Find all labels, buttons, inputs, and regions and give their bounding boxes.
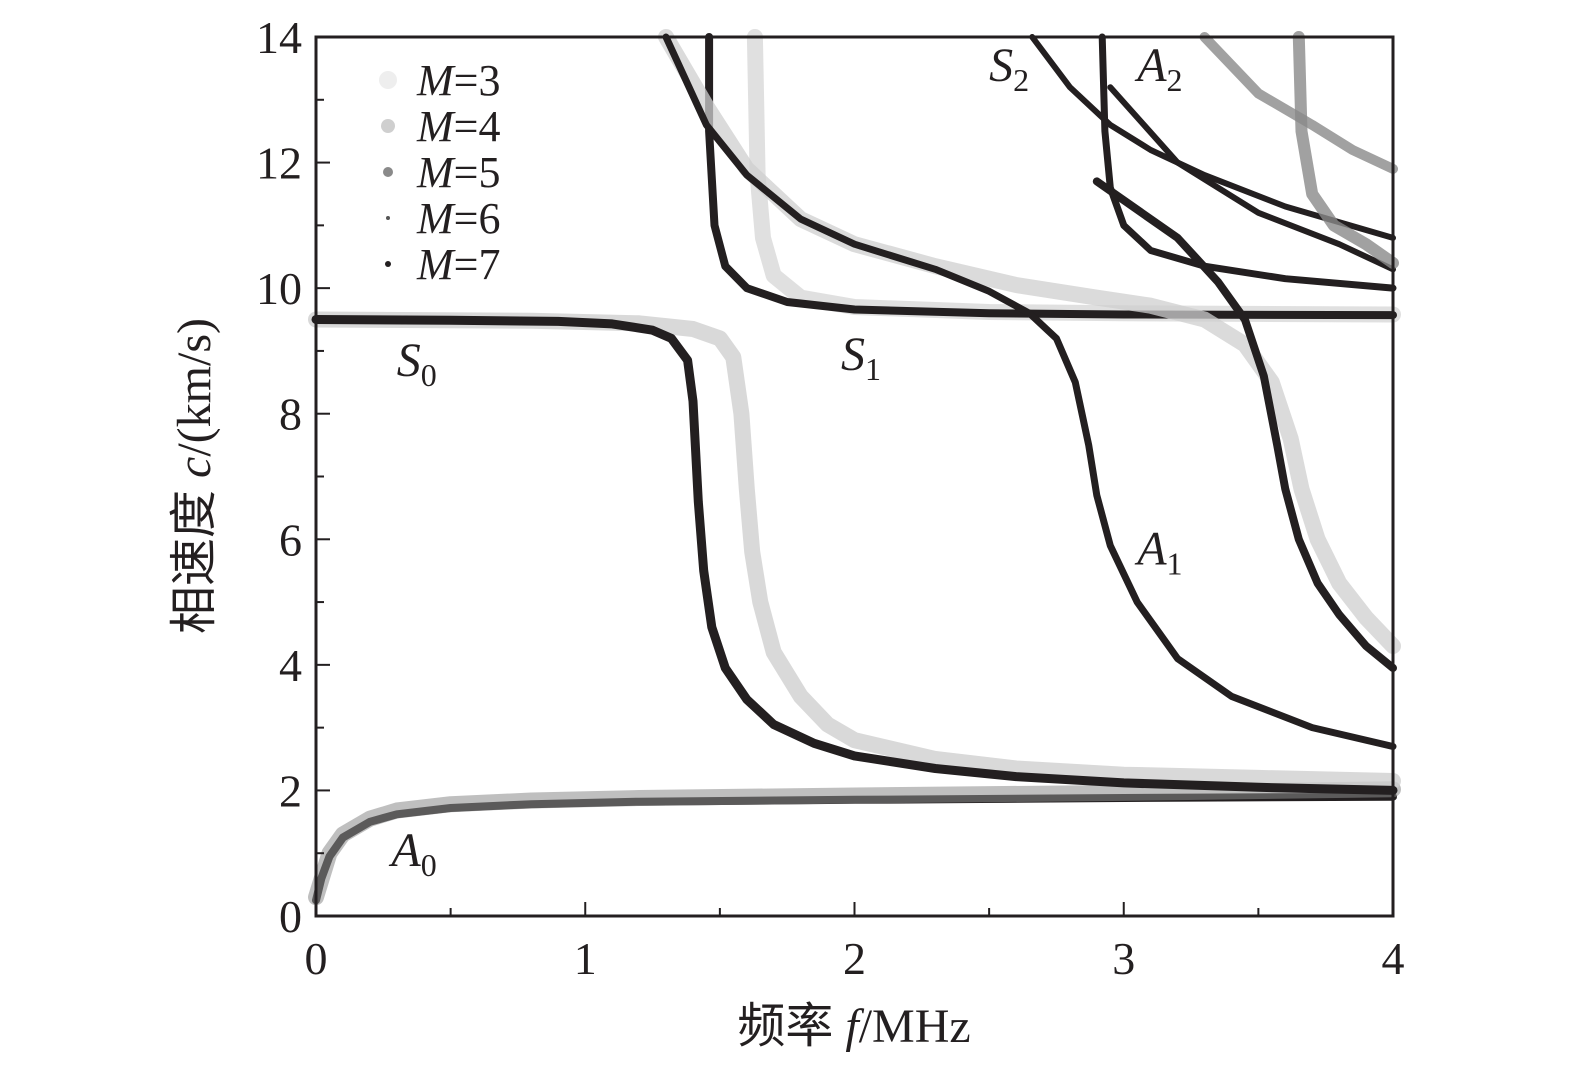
mode-label-A1: A1 xyxy=(1134,522,1182,581)
series-S3-11 xyxy=(1107,84,1396,273)
mode-label-S2: S2 xyxy=(989,39,1029,98)
legend-entry: M=7 xyxy=(416,240,500,289)
y-tick-label: 8 xyxy=(279,389,302,440)
series-S0-2 xyxy=(308,311,1401,789)
legend: M=3M=4M=5M=6M=7 xyxy=(379,56,500,289)
series-S1-5 xyxy=(705,33,1397,320)
y-axis-label: 相速度 c/(km/s) xyxy=(168,318,221,634)
mode-label-A0: A0 xyxy=(388,824,436,883)
x-tick-label: 4 xyxy=(1382,933,1405,984)
legend-marker xyxy=(383,167,393,177)
x-tick-label: 2 xyxy=(843,933,866,984)
series-A0-1 xyxy=(308,781,1401,906)
mode-labels: S0 S1 S2 A0 A1 A2 xyxy=(388,39,1182,883)
legend-entry: M=5 xyxy=(416,148,500,197)
legend-entry: M=6 xyxy=(416,194,500,243)
x-tick-label: 1 xyxy=(574,933,597,984)
y-tick-label: 6 xyxy=(279,514,302,565)
x-tick-label: 0 xyxy=(305,933,328,984)
series-S2-9 xyxy=(1029,34,1396,241)
y-tick-label: 14 xyxy=(256,12,302,63)
series-layer xyxy=(308,29,1401,906)
legend-entry: M=4 xyxy=(416,102,500,151)
y-tick-label: 12 xyxy=(256,138,302,189)
legend-entry: M=3 xyxy=(416,56,500,105)
series-A0-0 xyxy=(312,792,1397,905)
x-tick-label: 3 xyxy=(1112,933,1135,984)
y-tick-label: 2 xyxy=(279,765,302,816)
legend-marker xyxy=(386,216,390,220)
series-S3b-13 xyxy=(1199,32,1398,174)
mode-label-S1: S1 xyxy=(841,328,881,387)
legend-marker xyxy=(385,261,391,267)
legend-marker xyxy=(379,71,397,89)
y-tick-label: 0 xyxy=(279,891,302,942)
legend-marker xyxy=(381,119,395,133)
series-A1-6 xyxy=(658,29,1401,654)
series-S0-3 xyxy=(311,315,1398,795)
y-tick-label: 10 xyxy=(256,263,302,314)
series-S1b-8 xyxy=(1092,177,1397,672)
mode-label-A2: A2 xyxy=(1134,39,1182,98)
x-axis-label: 频率 f/MHz xyxy=(737,1000,970,1053)
y-tick-label: 4 xyxy=(279,640,302,691)
mode-label-S0: S0 xyxy=(397,334,437,393)
series-A2-10 xyxy=(1098,33,1397,292)
series-A1-7 xyxy=(662,33,1397,750)
